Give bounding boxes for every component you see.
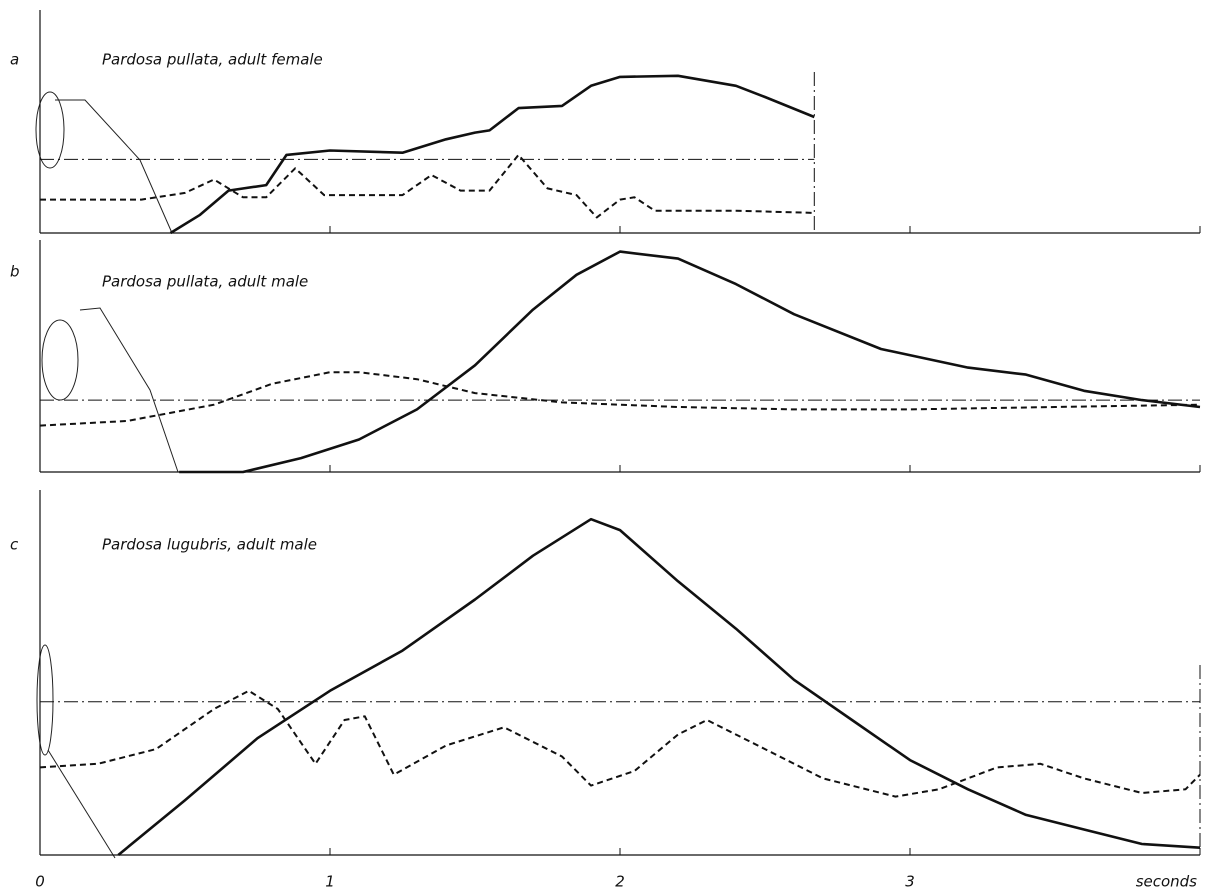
data-line bbox=[40, 153, 815, 219]
leg-drawing bbox=[41, 319, 79, 401]
x-tick-label: 0 bbox=[35, 873, 45, 891]
panel-title: Pardosa pullata, adult male bbox=[102, 273, 308, 291]
panel-title: Pardosa pullata, adult female bbox=[102, 51, 323, 69]
panel-title: Pardosa lugubris, adult male bbox=[102, 536, 317, 554]
data-line bbox=[179, 250, 1201, 474]
panel-label: a bbox=[10, 51, 19, 69]
panel-label: c bbox=[10, 536, 19, 554]
leg-drawing bbox=[35, 91, 65, 169]
leg-drawing bbox=[36, 644, 54, 756]
leg-drawing bbox=[79, 307, 179, 473]
x-tick-label: 1 bbox=[325, 873, 335, 891]
panel-label: b bbox=[10, 263, 20, 281]
leg-drawing bbox=[55, 99, 173, 234]
x-tick-label: seconds bbox=[1136, 873, 1197, 891]
x-tick-label: 3 bbox=[905, 873, 915, 891]
leg-drawings bbox=[35, 91, 179, 859]
data-line bbox=[169, 74, 815, 235]
leg-drawing bbox=[47, 749, 116, 859]
data-line bbox=[39, 371, 1201, 427]
data-line bbox=[117, 517, 1201, 857]
data-line bbox=[39, 689, 1201, 798]
x-tick-label: 2 bbox=[615, 873, 625, 891]
